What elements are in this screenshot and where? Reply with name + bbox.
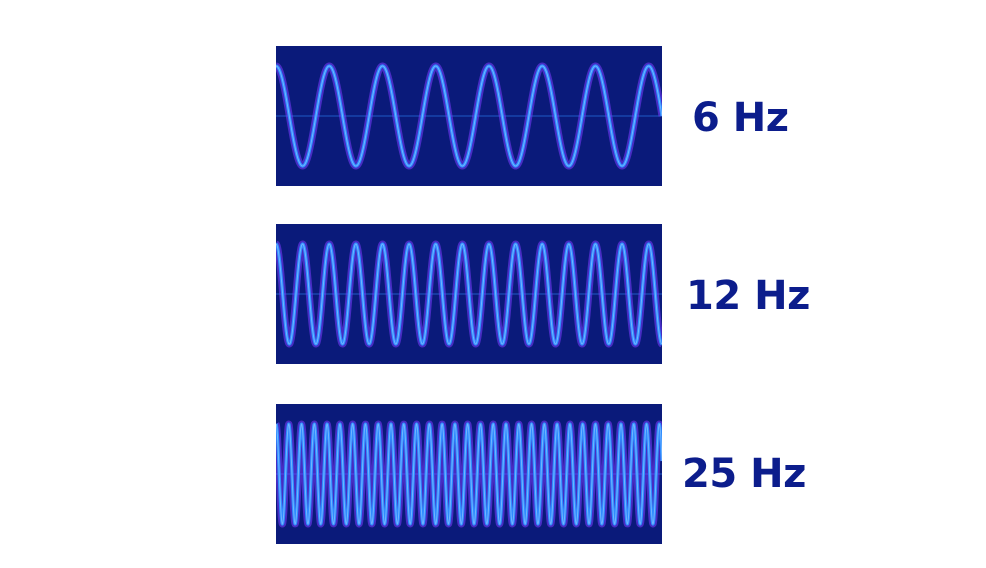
wave-core — [276, 243, 662, 345]
wave-panel-6hz — [276, 46, 662, 186]
sine-wave-6hz — [276, 62, 662, 170]
wave-core — [276, 423, 662, 525]
wave-label-25hz: 25 Hz — [682, 451, 806, 497]
wave-label-12hz: 12 Hz — [686, 273, 810, 319]
wave-core — [276, 65, 662, 167]
sine-wave-12hz — [276, 240, 662, 348]
wave-label-6hz: 6 Hz — [692, 95, 789, 141]
sine-wave-25hz — [276, 420, 662, 528]
wave-panel-25hz — [276, 404, 662, 544]
wave-panel-12hz — [276, 224, 662, 364]
